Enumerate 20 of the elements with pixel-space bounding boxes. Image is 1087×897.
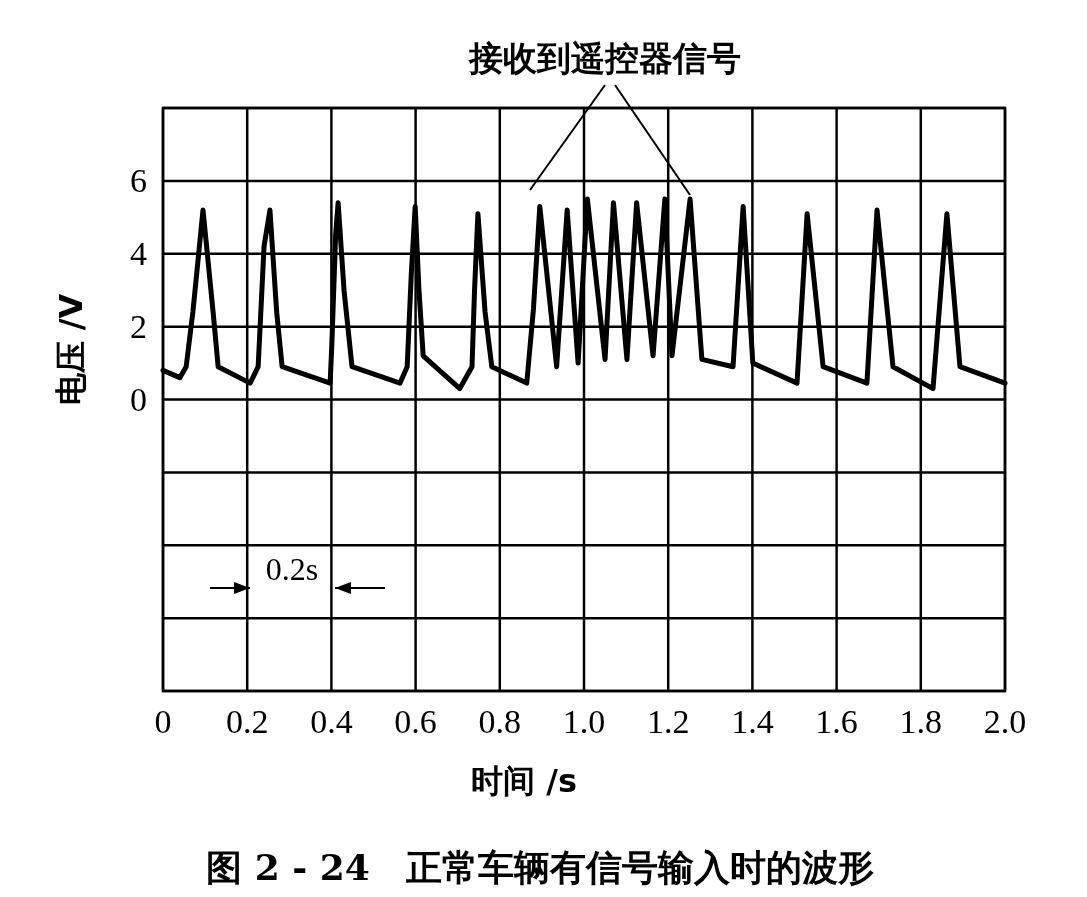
x-tick-label: 1.4 (731, 703, 774, 740)
x-tick-label: 1.6 (815, 703, 858, 740)
y-axis-title: 电压 /V (52, 293, 90, 406)
y-tick-label: 2 (130, 308, 147, 346)
y-tick-label: 0 (130, 381, 147, 418)
x-tick-label: 0 (154, 703, 172, 740)
x-axis-title: 时间 /s (471, 762, 577, 800)
x-tick-label: 0.6 (394, 703, 437, 740)
x-tick-label: 1.8 (899, 703, 943, 740)
y-tick-label: 4 (130, 235, 147, 273)
x-tick-label: 2.0 (983, 703, 1027, 740)
x-tick-label: 1.2 (646, 703, 690, 740)
text: 接收到遥控器信号 (468, 38, 741, 78)
x-tick-label: 0.8 (478, 703, 522, 740)
x-tick-label: 0.2 (225, 703, 269, 740)
x-tick-label: 0.4 (310, 703, 353, 740)
annotation: 0.2s (265, 551, 319, 587)
text: 图 2 - 24 正常车辆有信号输入时的波形 (206, 846, 874, 888)
x-tick-label: 1.0 (562, 703, 606, 740)
y-tick-label: 6 (130, 162, 147, 200)
